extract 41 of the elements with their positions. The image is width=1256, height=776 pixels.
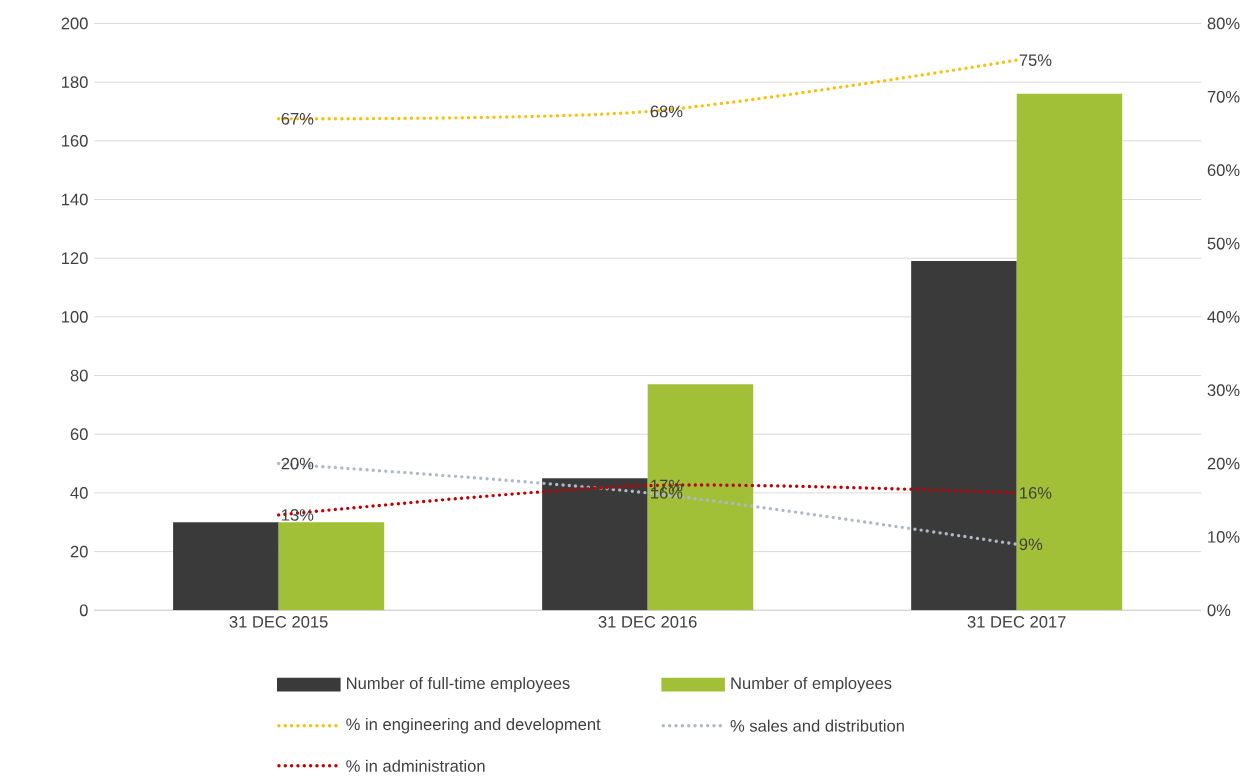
x-tick-label: 31 DEC 2016 — [598, 616, 697, 628]
legend-label: % in engineering and development — [346, 718, 601, 734]
y2-tick-label: 20% — [1207, 457, 1240, 470]
bar — [911, 261, 1017, 611]
y-tick-label: 160 — [62, 135, 88, 147]
data-label: 16% — [1020, 487, 1052, 499]
legend-label: % sales and distribution — [730, 719, 904, 732]
y-tick-label: 80 — [70, 369, 88, 382]
y-tick-label: 60 — [70, 428, 88, 441]
y2-tick-label: 40% — [1207, 311, 1240, 323]
bar — [542, 478, 648, 611]
data-label: 20% — [281, 457, 314, 470]
y2-tick-label: 30% — [1207, 384, 1240, 397]
legend-label: Number of employees — [731, 677, 892, 693]
y2-tick-label: 60% — [1207, 164, 1240, 177]
data-label: 13% — [282, 509, 314, 522]
bar — [647, 384, 754, 611]
y-tick-label: 140 — [62, 193, 88, 206]
y2-tick-label: 0% — [1207, 604, 1231, 617]
legend-label: % in administration — [346, 759, 485, 773]
y2-tick-label: 50% — [1207, 237, 1240, 250]
bar — [1016, 94, 1123, 611]
y2-tick-label: 70% — [1207, 91, 1240, 103]
data-label: 9% — [1019, 538, 1043, 551]
y2-tick-label: 10% — [1208, 531, 1240, 544]
y-tick-label: 40 — [70, 487, 88, 499]
legend-label: Number of full-time employees — [347, 677, 570, 693]
bar — [278, 522, 385, 611]
y-tick-label: 120 — [62, 252, 88, 265]
y2-tick-label: 80% — [1207, 17, 1240, 30]
x-tick-label: 31 DEC 2017 — [967, 616, 1066, 628]
x-tick-label: 31 DEC 2015 — [229, 616, 328, 628]
data-label: 68% — [650, 105, 683, 118]
data-label: 75% — [1019, 54, 1052, 67]
y-tick-label: 200 — [61, 17, 88, 30]
y-tick-label: 180 — [62, 76, 88, 89]
data-label: 67% — [281, 113, 314, 125]
bar — [173, 522, 279, 611]
y-tick-label: 100 — [62, 311, 88, 323]
y-tick-label: 20 — [70, 545, 88, 558]
y-tick-label: 0 — [79, 604, 88, 617]
